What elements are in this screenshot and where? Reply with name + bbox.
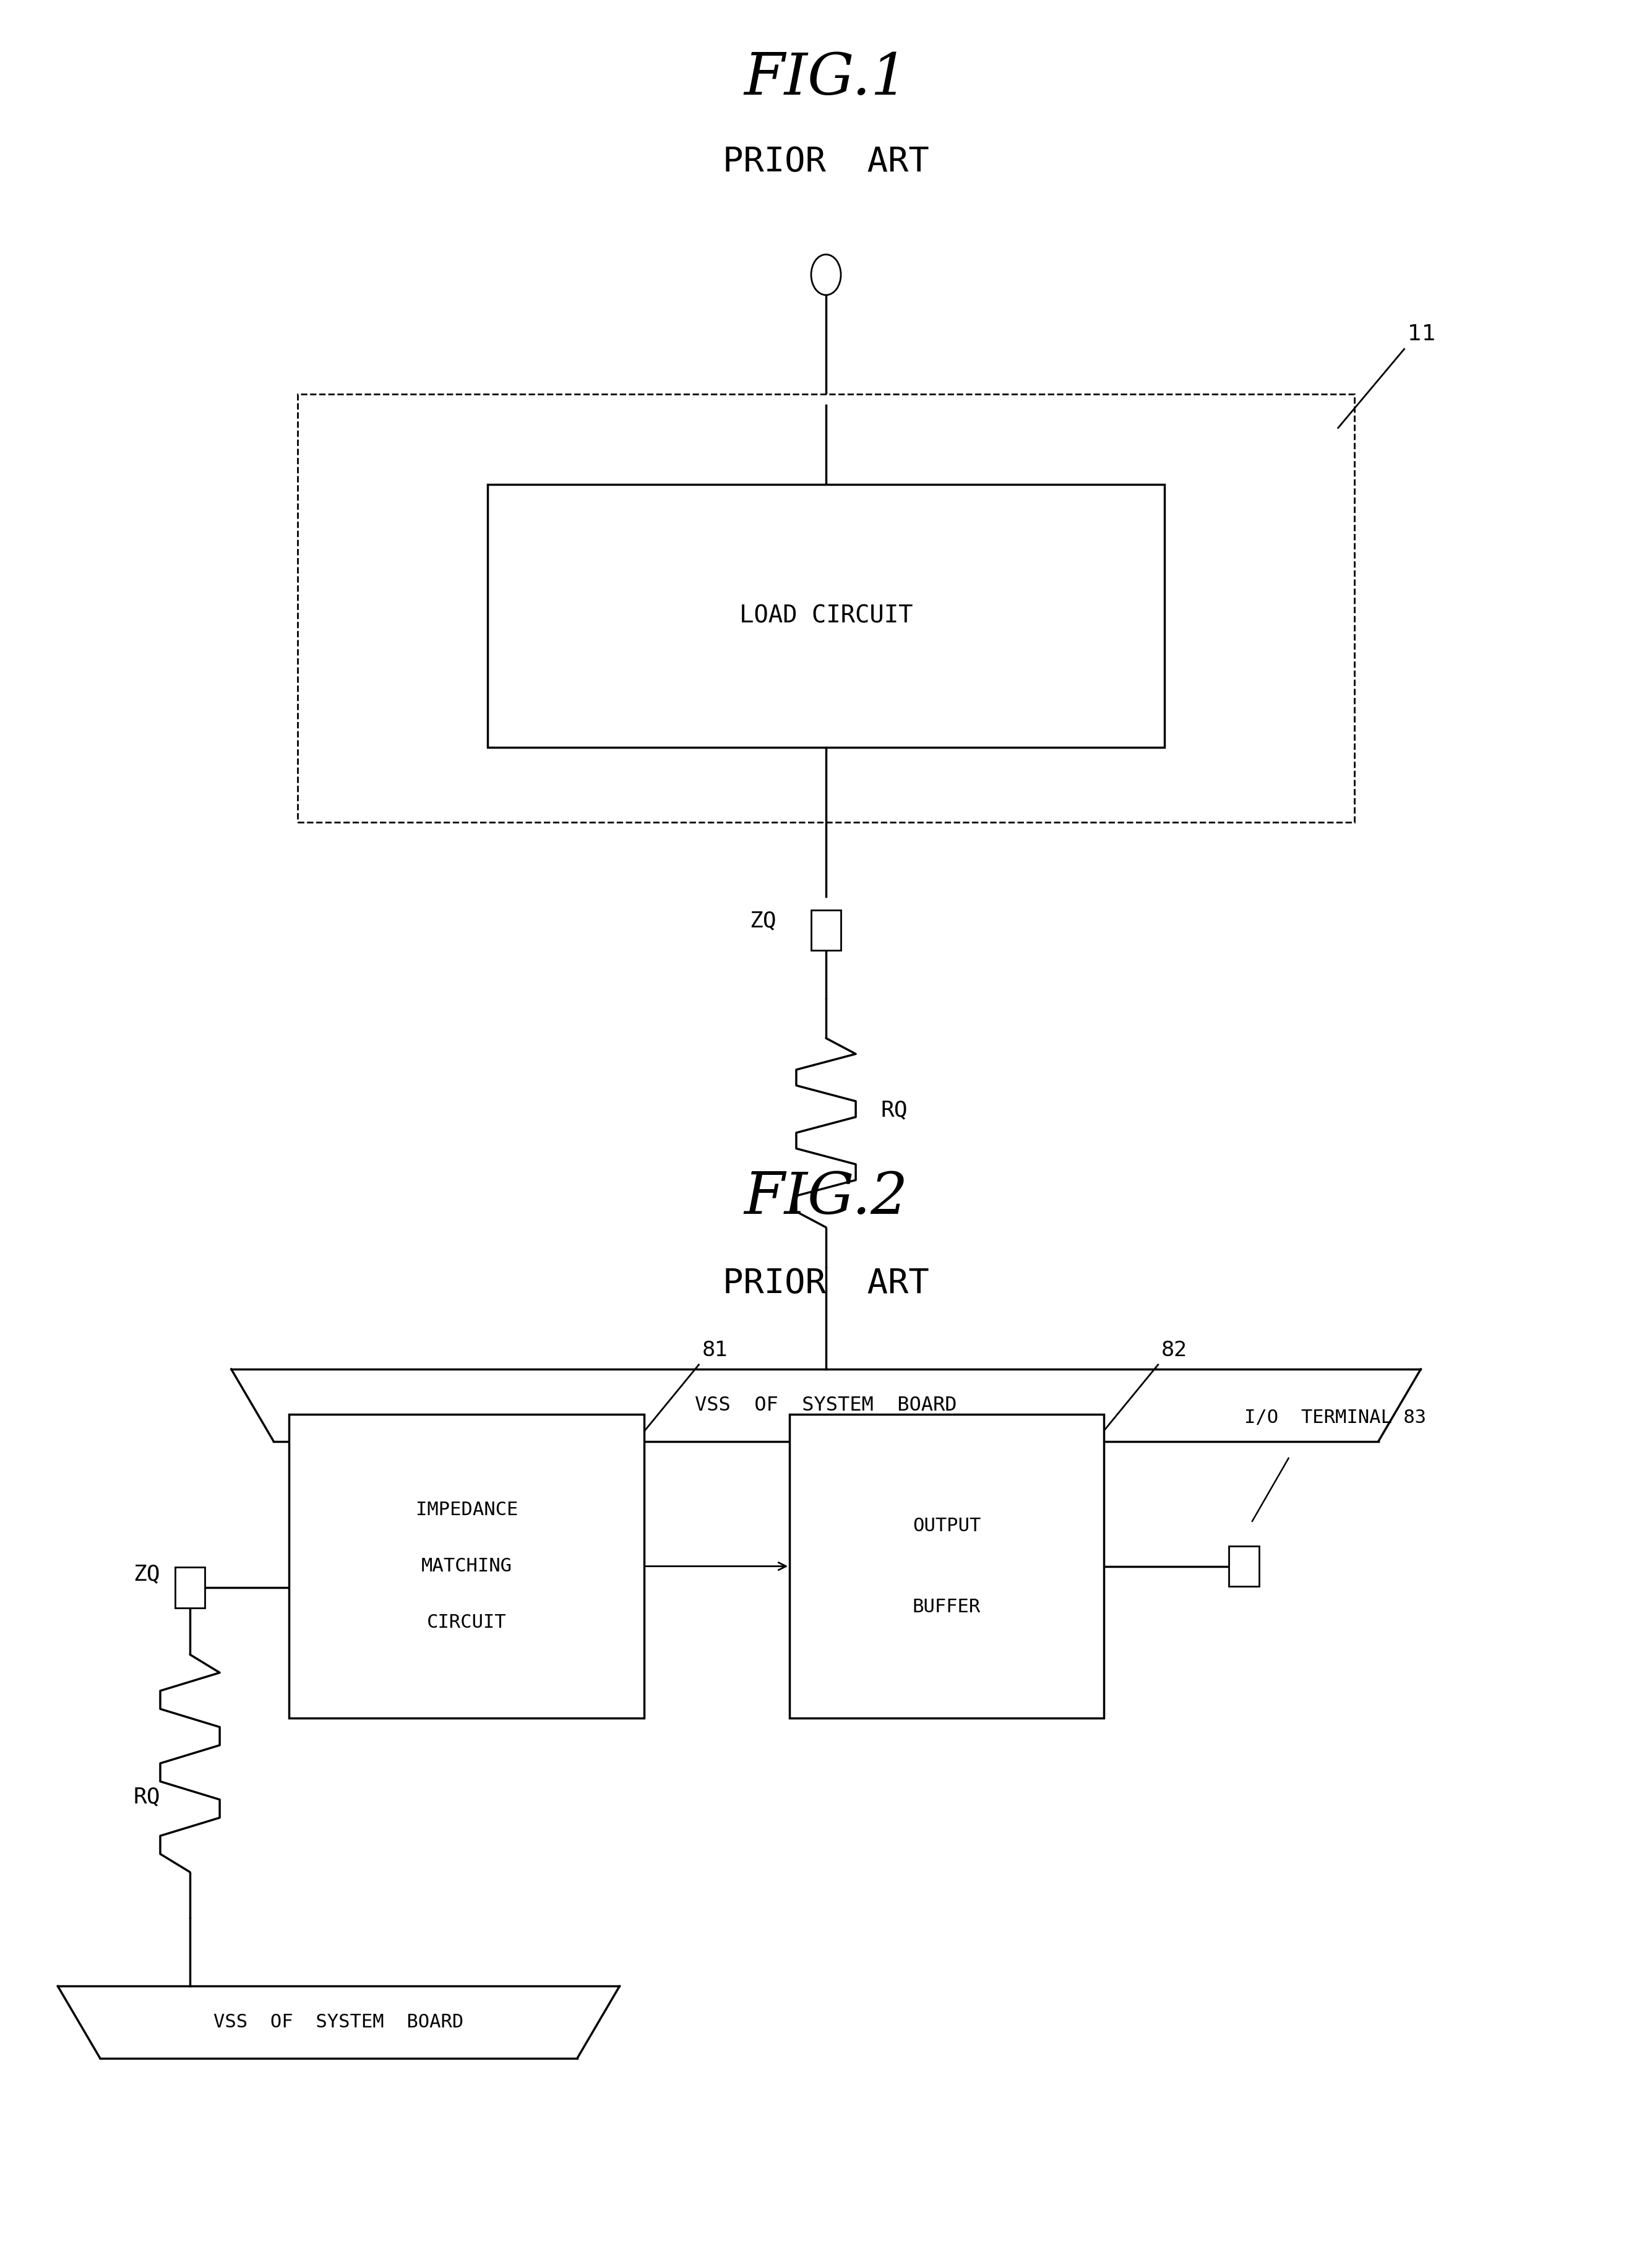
Text: RQ: RQ <box>881 1099 907 1121</box>
Bar <box>289 1414 644 1718</box>
Text: VSS  OF  SYSTEM  BOARD: VSS OF SYSTEM BOARD <box>213 2013 464 2031</box>
Text: VSS  OF  SYSTEM  BOARD: VSS OF SYSTEM BOARD <box>695 1396 957 1414</box>
Text: 81: 81 <box>702 1340 729 1360</box>
Bar <box>1229 1547 1259 1585</box>
Bar <box>487 484 1165 748</box>
Text: CIRCUIT: CIRCUIT <box>426 1615 507 1630</box>
Text: 82: 82 <box>1161 1340 1188 1360</box>
Text: FIG.1: FIG.1 <box>743 52 909 106</box>
Text: BUFFER: BUFFER <box>912 1599 981 1615</box>
Text: OUTPUT: OUTPUT <box>912 1518 981 1534</box>
Text: LOAD CIRCUIT: LOAD CIRCUIT <box>738 604 914 628</box>
Bar <box>297 394 1355 822</box>
Text: IMPEDANCE: IMPEDANCE <box>416 1502 517 1518</box>
Text: ZQ: ZQ <box>750 910 776 932</box>
Circle shape <box>811 254 841 295</box>
Text: I/O  TERMINAL 83: I/O TERMINAL 83 <box>1244 1410 1426 1428</box>
Bar <box>811 910 841 950</box>
Text: RQ: RQ <box>134 1786 160 1808</box>
Text: FIG.2: FIG.2 <box>743 1171 909 1225</box>
Text: 11: 11 <box>1408 324 1436 345</box>
Text: MATCHING: MATCHING <box>421 1558 512 1574</box>
Text: ZQ: ZQ <box>134 1563 160 1585</box>
Text: PRIOR  ART: PRIOR ART <box>724 1268 928 1299</box>
Text: PRIOR  ART: PRIOR ART <box>724 146 928 178</box>
Bar <box>175 1567 205 1608</box>
Bar <box>790 1414 1104 1718</box>
